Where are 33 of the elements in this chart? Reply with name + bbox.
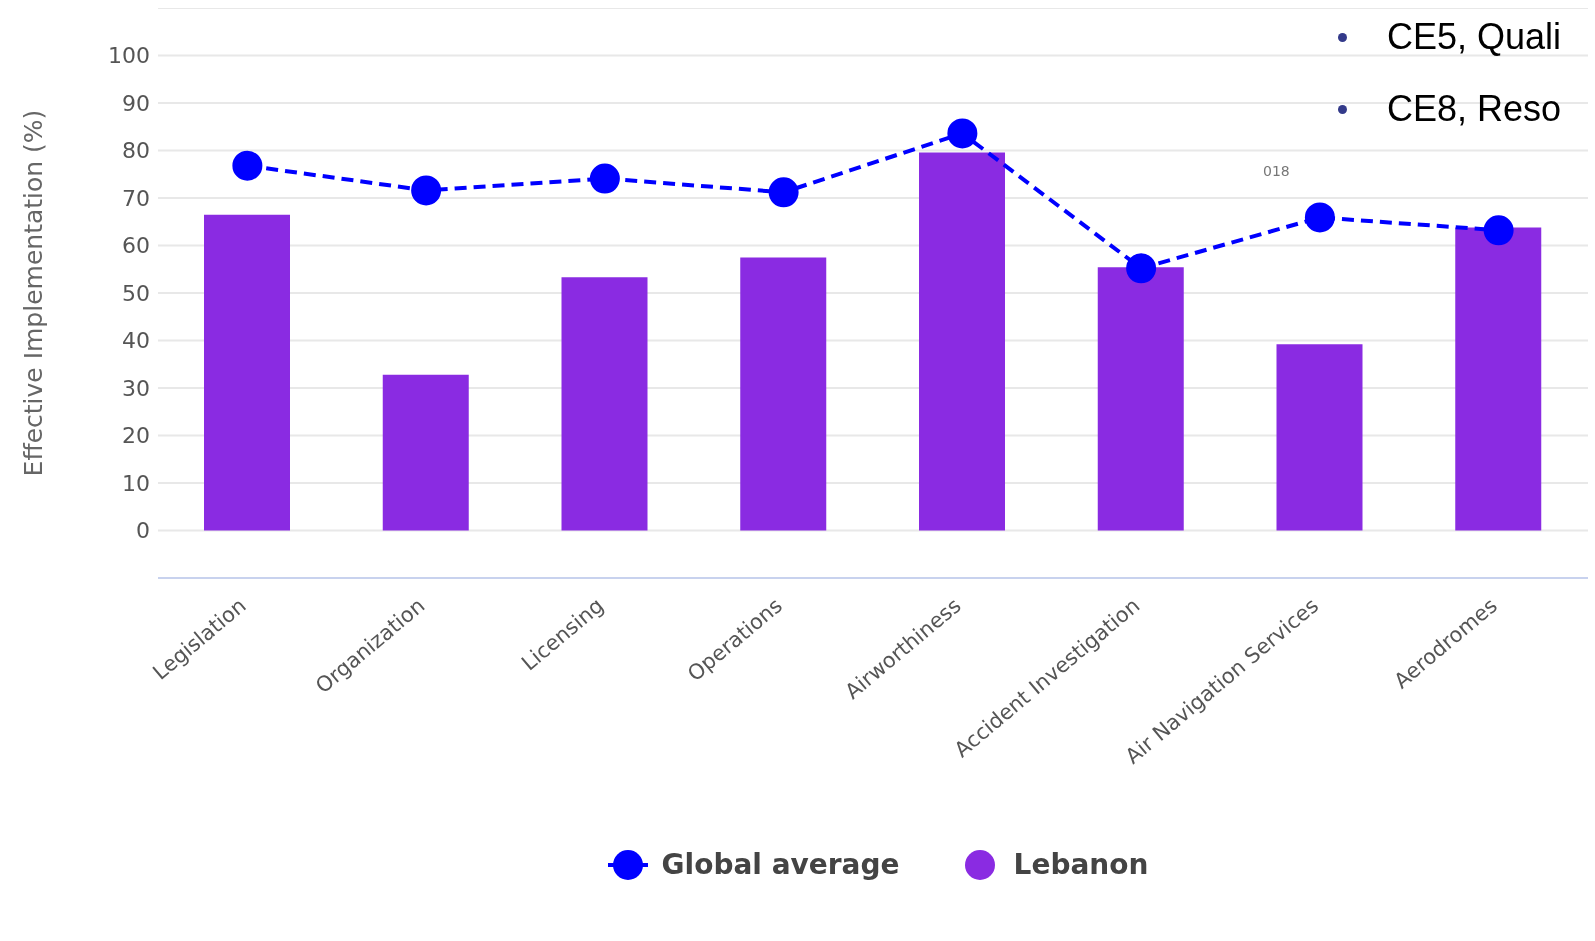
bar [1455, 227, 1542, 531]
point [589, 163, 620, 194]
y-tick-label: 60 [122, 233, 150, 259]
point [411, 175, 442, 206]
bar [740, 257, 827, 531]
point [768, 177, 799, 208]
legend-label: Global average [661, 848, 900, 881]
annotation: 018 [1263, 163, 1290, 179]
bar [561, 277, 648, 531]
point [232, 150, 263, 181]
bar [1097, 267, 1184, 531]
y-tick-label: 50 [122, 280, 150, 306]
point [947, 118, 978, 149]
bar [204, 214, 290, 531]
point [1126, 253, 1157, 284]
annotation: CE5, Quali [1387, 16, 1562, 58]
point [1304, 202, 1335, 233]
bar [1276, 344, 1363, 531]
y-tick-label: 90 [122, 90, 150, 116]
bar [382, 374, 469, 531]
annotation: CE8, Reso [1387, 88, 1562, 130]
legend-label: Lebanon [1013, 848, 1149, 881]
y-axis-title: Effective Implementation (%) [18, 109, 48, 477]
y-tick-label: 0 [136, 518, 150, 544]
y-tick-label: 30 [122, 375, 150, 401]
y-tick-label: 100 [108, 43, 150, 69]
bar [919, 152, 1005, 531]
y-tick-label: 20 [122, 423, 150, 449]
y-tick-label: 10 [122, 470, 150, 496]
point [1483, 215, 1514, 246]
y-tick-label: 70 [122, 185, 150, 211]
y-tick-label: 80 [122, 138, 150, 164]
y-tick-label: 40 [122, 328, 150, 354]
